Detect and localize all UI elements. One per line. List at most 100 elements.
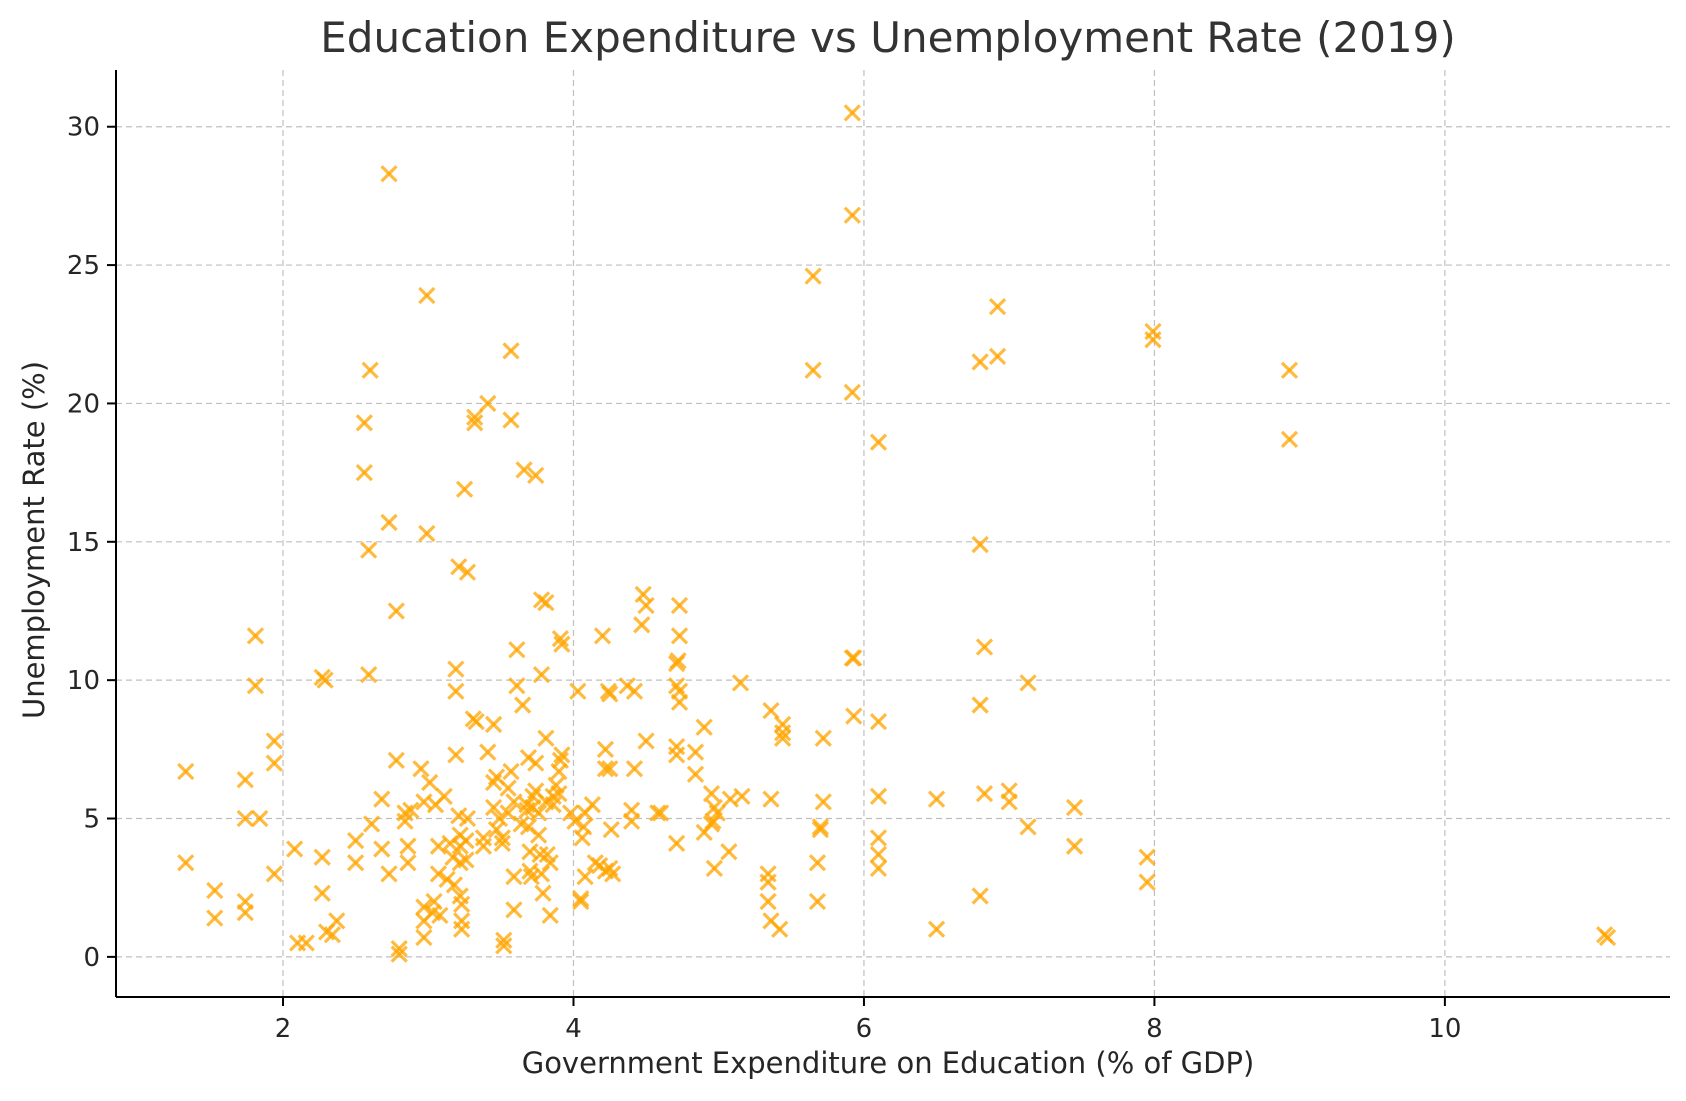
data-point	[347, 854, 365, 872]
data-point	[667, 834, 686, 853]
data-point	[695, 718, 713, 736]
data-point	[505, 901, 523, 919]
data-point	[373, 840, 391, 858]
data-point	[484, 715, 503, 734]
data-point	[927, 790, 946, 808]
data-point	[575, 818, 593, 836]
data-point	[625, 760, 644, 778]
data-point	[869, 845, 888, 864]
data-point	[402, 801, 420, 819]
data-point	[502, 342, 520, 360]
data-point	[649, 804, 667, 822]
data-point	[804, 361, 822, 379]
data-point	[686, 743, 705, 761]
data-point	[686, 765, 705, 783]
data-point	[733, 787, 751, 806]
chart-title: Education Expenditure vs Unemployment Ra…	[320, 13, 1456, 62]
data-point	[286, 840, 304, 858]
data-point	[869, 433, 888, 451]
data-point	[527, 754, 545, 772]
data-point	[421, 773, 439, 792]
data-point	[1144, 331, 1162, 349]
data-point	[396, 812, 414, 830]
data-point	[759, 892, 777, 911]
data-point	[453, 920, 471, 938]
data-point	[355, 414, 373, 432]
data-point	[804, 267, 822, 285]
data-point	[602, 820, 620, 839]
data-point	[843, 206, 861, 224]
data-point	[534, 884, 552, 902]
data-point	[561, 804, 580, 822]
data-point	[387, 602, 405, 620]
data-point	[474, 837, 493, 855]
data-point	[670, 627, 689, 645]
data-point	[493, 829, 511, 847]
data-point	[532, 665, 551, 684]
data-point	[447, 660, 465, 678]
data-point	[583, 796, 601, 814]
data-point	[529, 826, 548, 844]
data-point	[236, 771, 254, 789]
data-point	[360, 665, 378, 684]
data-point	[975, 784, 994, 803]
data-point	[1280, 430, 1299, 449]
data-point	[845, 649, 863, 667]
data-point	[328, 912, 346, 930]
x-tick-label: 4	[565, 1014, 582, 1044]
data-point	[177, 762, 195, 781]
data-point	[667, 746, 686, 764]
data-point	[435, 787, 453, 806]
data-point	[971, 887, 989, 905]
data-point	[455, 480, 474, 498]
data-point	[505, 793, 523, 811]
data-point	[1138, 873, 1156, 891]
data-point	[669, 652, 687, 670]
data-point	[572, 890, 590, 908]
data-point	[361, 361, 379, 379]
x-axis-ticks: 2 4 6 8 10	[275, 997, 1461, 1044]
y-tick-label: 15	[67, 528, 100, 558]
data-point	[490, 809, 509, 828]
data-point	[762, 790, 780, 808]
data-point	[445, 876, 464, 894]
data-point	[1065, 837, 1084, 855]
data-point	[550, 784, 568, 803]
data-point	[251, 809, 269, 828]
x-tick-label: 8	[1146, 1014, 1163, 1044]
data-point	[177, 854, 195, 872]
data-point	[544, 796, 562, 814]
data-point	[541, 906, 559, 925]
data-point	[551, 630, 570, 648]
data-point	[869, 859, 888, 877]
data-point	[637, 596, 655, 615]
data-point	[515, 461, 533, 479]
data-point	[313, 884, 331, 902]
data-point	[236, 903, 254, 922]
data-point	[771, 920, 789, 938]
y-axis-label: Unemployment Rate (%)	[17, 361, 51, 719]
data-point	[537, 729, 555, 747]
data-point	[466, 414, 484, 432]
data-point	[522, 867, 540, 886]
y-tick-label: 30	[67, 113, 100, 143]
data-point	[425, 892, 443, 911]
data-point	[1598, 928, 1617, 947]
data-point	[971, 353, 989, 371]
data-point	[1019, 674, 1037, 692]
y-tick-label: 20	[67, 389, 100, 419]
data-point	[429, 865, 448, 883]
data-point	[206, 881, 224, 900]
data-point	[297, 934, 315, 952]
data-point	[387, 751, 405, 770]
data-point	[869, 713, 888, 731]
data-point	[502, 411, 520, 429]
data-point	[604, 865, 622, 883]
data-point	[457, 851, 475, 869]
data-point	[380, 865, 398, 883]
x-tick-label: 10	[1428, 1014, 1461, 1044]
data-point	[479, 394, 497, 413]
data-point	[313, 848, 331, 866]
y-tick-label: 5	[83, 805, 100, 835]
data-point	[484, 798, 503, 817]
